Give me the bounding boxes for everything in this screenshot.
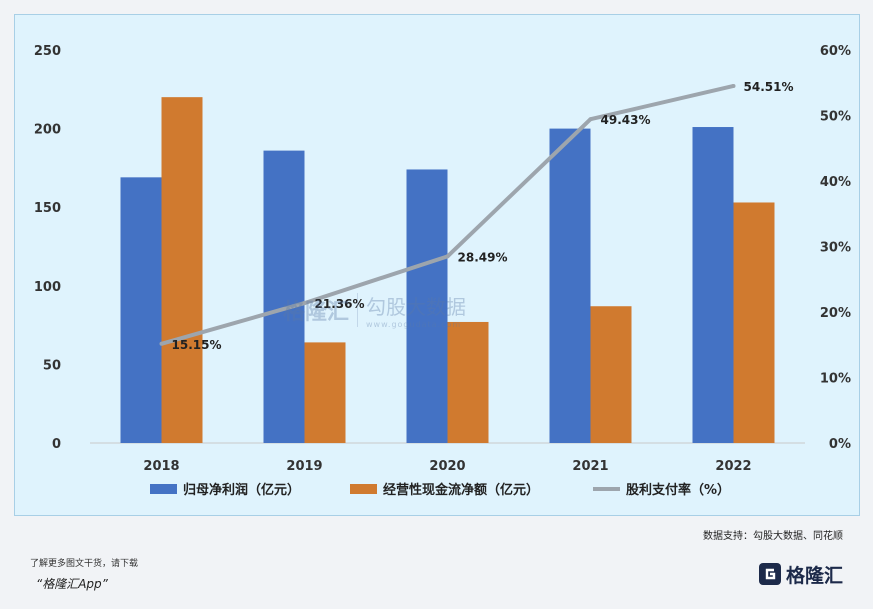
legend-label: 归母净利润（亿元） [183,482,300,498]
data-source-note: 数据支持：勾股大数据、同花顺 [703,531,843,542]
bar-net-profit [406,169,448,444]
brand-g-icon [758,563,781,585]
y-left-tick-label: 200 [34,123,61,138]
y-left-tick-label: 150 [34,201,61,216]
line-point [159,341,164,346]
y-right-tick-label: 10% [820,372,851,387]
legend-swatch [350,484,377,494]
promo-app-name: “格隆汇App” [36,577,108,591]
line-data-label: 54.51% [744,80,794,94]
line-point [731,83,736,88]
legend-label: 经营性现金流净额（亿元） [383,482,539,498]
bar-operating-cashflow [161,97,203,443]
legend-label: 股利支付率（%） [626,482,730,498]
chart-panel: 0 50 100 150 200 250 0% 10% 20% 30% 40% 50% 60% 2018 2… [14,14,860,516]
y-right-tick-label: 60% [820,44,851,59]
bar-operating-cashflow [304,342,346,443]
brand-name: 格隆汇 [785,564,843,587]
bar-operating-cashflow [733,202,775,443]
bar-net-profit [692,127,734,443]
x-tick-label: 2020 [429,459,465,474]
bar-operating-cashflow [590,306,632,443]
line-data-label: 15.15% [172,338,222,352]
legend-swatch [150,484,177,494]
bar-operating-cashflow [447,321,489,443]
y-right-tick-label: 0% [829,437,851,452]
y-right-tick-label: 40% [820,175,851,190]
bar-net-profit [263,150,305,443]
line-data-label: 21.36% [315,297,365,311]
chart-svg: 0 50 100 150 200 250 0% 10% 20% 30% 40% 50% 60% 2018 2… [34,44,851,498]
x-tick-label: 2018 [143,459,179,474]
x-tick-label: 2021 [572,459,608,474]
y-left-tick-label: 250 [34,44,61,59]
brand-logo: 格隆汇 [758,561,843,587]
line-data-label: 28.49% [458,250,508,264]
y-right-tick-label: 30% [820,241,851,256]
line-point [445,254,450,259]
line-data-label: 49.43% [601,113,651,127]
promo-text: 了解更多图文干货，请下载 [30,559,139,569]
bar-net-profit [549,128,591,443]
y-right-tick-label: 20% [820,306,851,321]
line-point [588,117,593,122]
line-point [302,301,307,306]
bar-net-profit [120,177,162,443]
x-tick-label: 2019 [286,459,322,474]
y-left-tick-label: 0 [52,437,61,452]
y-left-tick-label: 50 [43,358,61,373]
y-right-tick-label: 50% [820,110,851,125]
y-left-tick-label: 100 [34,280,61,295]
x-tick-label: 2022 [715,459,751,474]
